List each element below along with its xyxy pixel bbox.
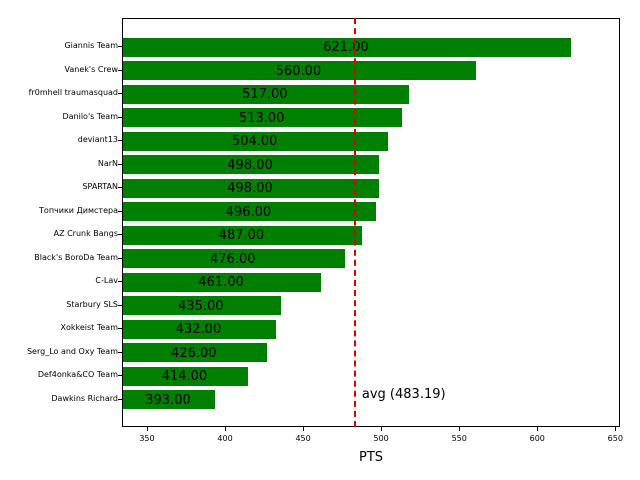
y-tick: [118, 234, 122, 235]
bar-value-label: 393.00: [145, 392, 191, 408]
bar: [123, 108, 403, 127]
y-tick-label: Danilo's Team: [62, 111, 118, 121]
y-tick: [118, 210, 122, 212]
bar: [123, 131, 389, 151]
y-tick-label: Xokkeist Team: [60, 323, 119, 332]
y-tick-label: NarN: [97, 158, 118, 168]
x-tick-label: 350: [139, 434, 155, 443]
y-tick-label: Топчики Димстера: [39, 205, 118, 215]
y-tick-label: fr0mhell traumasquad: [28, 88, 118, 97]
y-tick: [118, 304, 122, 306]
y-tick-label: deviant13: [77, 135, 118, 144]
x-tick: [381, 427, 383, 431]
bar: [123, 296, 281, 315]
bar-value-label: 461.00: [198, 275, 244, 290]
y-tick-label: Def4onka&CO Team: [37, 370, 118, 379]
bar: [123, 155, 380, 174]
y-tick: [118, 69, 122, 71]
y-tick: [118, 328, 122, 329]
bar-value-label: 517.00: [242, 87, 288, 102]
y-tick: [118, 351, 122, 353]
x-tick-label: 550: [451, 434, 467, 443]
bar-value-label: 414.00: [161, 369, 208, 384]
x-tick-label: 500: [373, 434, 389, 443]
y-tick: [118, 163, 122, 165]
y-tick-label: SPARTAN: [82, 182, 118, 191]
y-tick: [118, 187, 122, 188]
bar: [123, 202, 376, 221]
bar: [123, 178, 380, 198]
bar: [123, 319, 276, 339]
x-tick-label: 400: [217, 434, 233, 443]
bar-value-label: 621.00: [323, 40, 369, 55]
y-tick: [118, 116, 122, 118]
x-tick-label: 450: [295, 434, 311, 443]
y-tick: [118, 46, 122, 47]
y-tick: [118, 398, 122, 400]
bar: [123, 61, 476, 80]
y-tick-label: Serg_Lo and Oxy Team: [26, 346, 118, 356]
x-tick: [537, 427, 539, 431]
y-tick-label: Vanek's Crew: [64, 64, 118, 74]
bar-value-label: 432.00: [175, 322, 222, 337]
average-label: avg (483.19): [361, 387, 446, 402]
bar-value-label: 560.00: [275, 63, 322, 79]
bar: [123, 366, 248, 386]
y-tick-label: Dawkins Richard: [51, 393, 118, 403]
x-axis-label: PTS: [358, 450, 384, 465]
bar-value-label: 435.00: [178, 298, 224, 314]
y-tick: [118, 140, 122, 141]
bar: [123, 37, 572, 57]
bar: [123, 249, 345, 268]
bar-value-label: 426.00: [171, 345, 217, 361]
bar-value-label: 498.00: [227, 157, 273, 173]
y-tick-label: Starbury SLS: [66, 299, 118, 309]
average-reference-line: [353, 18, 356, 427]
bar: [123, 272, 322, 292]
bar-value-label: 476.00: [210, 251, 256, 267]
y-tick: [118, 375, 122, 376]
x-tick: [225, 427, 227, 431]
y-tick-label: Black's BoroDa Team: [34, 252, 118, 262]
plot-area: [122, 18, 620, 427]
y-tick: [118, 281, 122, 282]
y-tick-label: Giannis Team: [64, 41, 118, 50]
y-tick: [118, 257, 122, 259]
x-tick-label: 650: [607, 434, 623, 443]
y-tick: [118, 93, 122, 94]
bar-value-label: 496.00: [225, 204, 272, 220]
x-tick-label: 600: [529, 434, 545, 443]
bar: [123, 225, 362, 245]
bar-value-label: 504.00: [231, 134, 278, 149]
y-tick-label: C-Lav: [95, 276, 118, 285]
bar: [123, 343, 267, 362]
bar-value-label: 487.00: [218, 228, 265, 243]
bar: [123, 84, 409, 104]
bar-value-label: 498.00: [227, 181, 273, 196]
y-tick-label: AZ Crunk Bangs: [53, 229, 118, 238]
x-tick: [303, 427, 305, 431]
x-tick: [615, 427, 617, 431]
bar-value-label: 513.00: [238, 110, 285, 126]
x-tick: [146, 427, 148, 431]
bar: [123, 390, 216, 409]
x-tick: [459, 427, 461, 431]
